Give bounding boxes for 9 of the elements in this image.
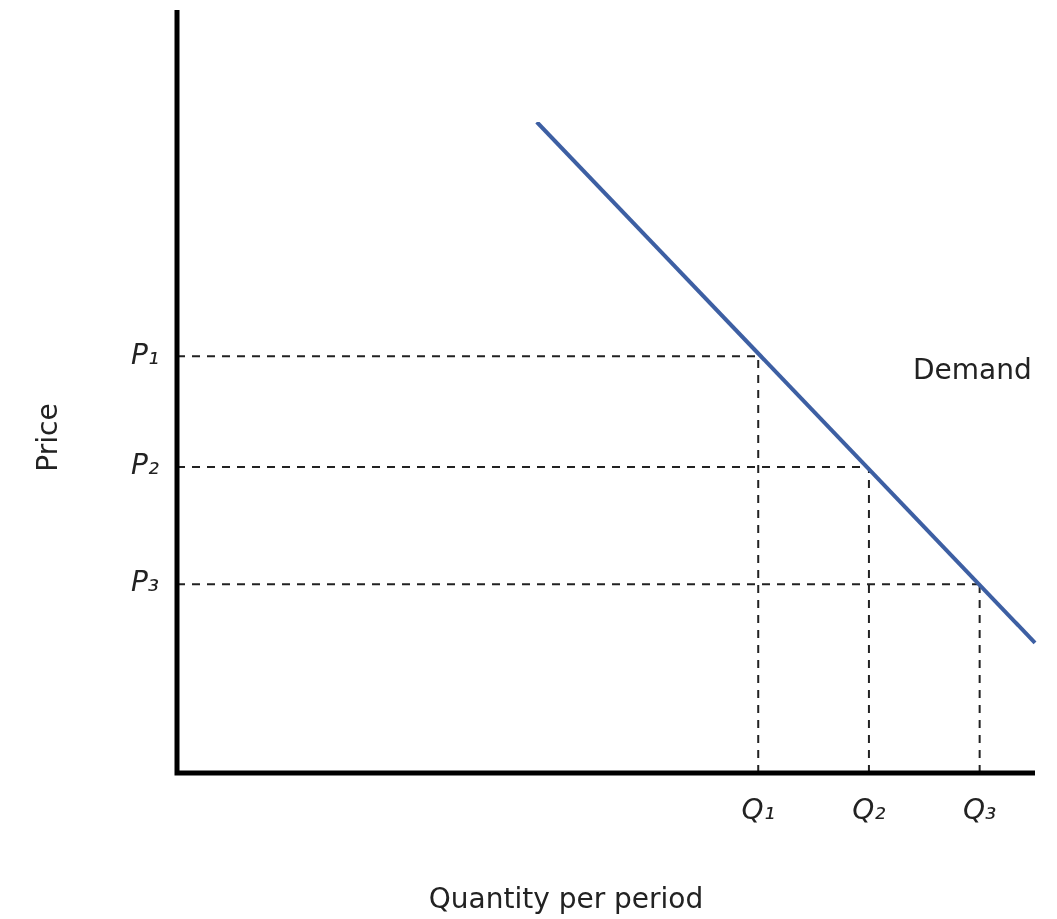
y-axis-title: Price bbox=[31, 403, 65, 472]
ref-line-label: P₃ bbox=[130, 565, 159, 599]
x-tick-label: Q₃ bbox=[963, 793, 997, 827]
x-tick-label: Q₂ bbox=[852, 793, 886, 827]
ref-line-label: P₁ bbox=[130, 337, 159, 371]
x-tick-label: Q₁ bbox=[741, 793, 775, 827]
annotation: Demand bbox=[913, 353, 1032, 387]
ref-line-label: P₂ bbox=[130, 448, 159, 482]
x-axis-title: Quantity per period bbox=[428, 882, 704, 916]
